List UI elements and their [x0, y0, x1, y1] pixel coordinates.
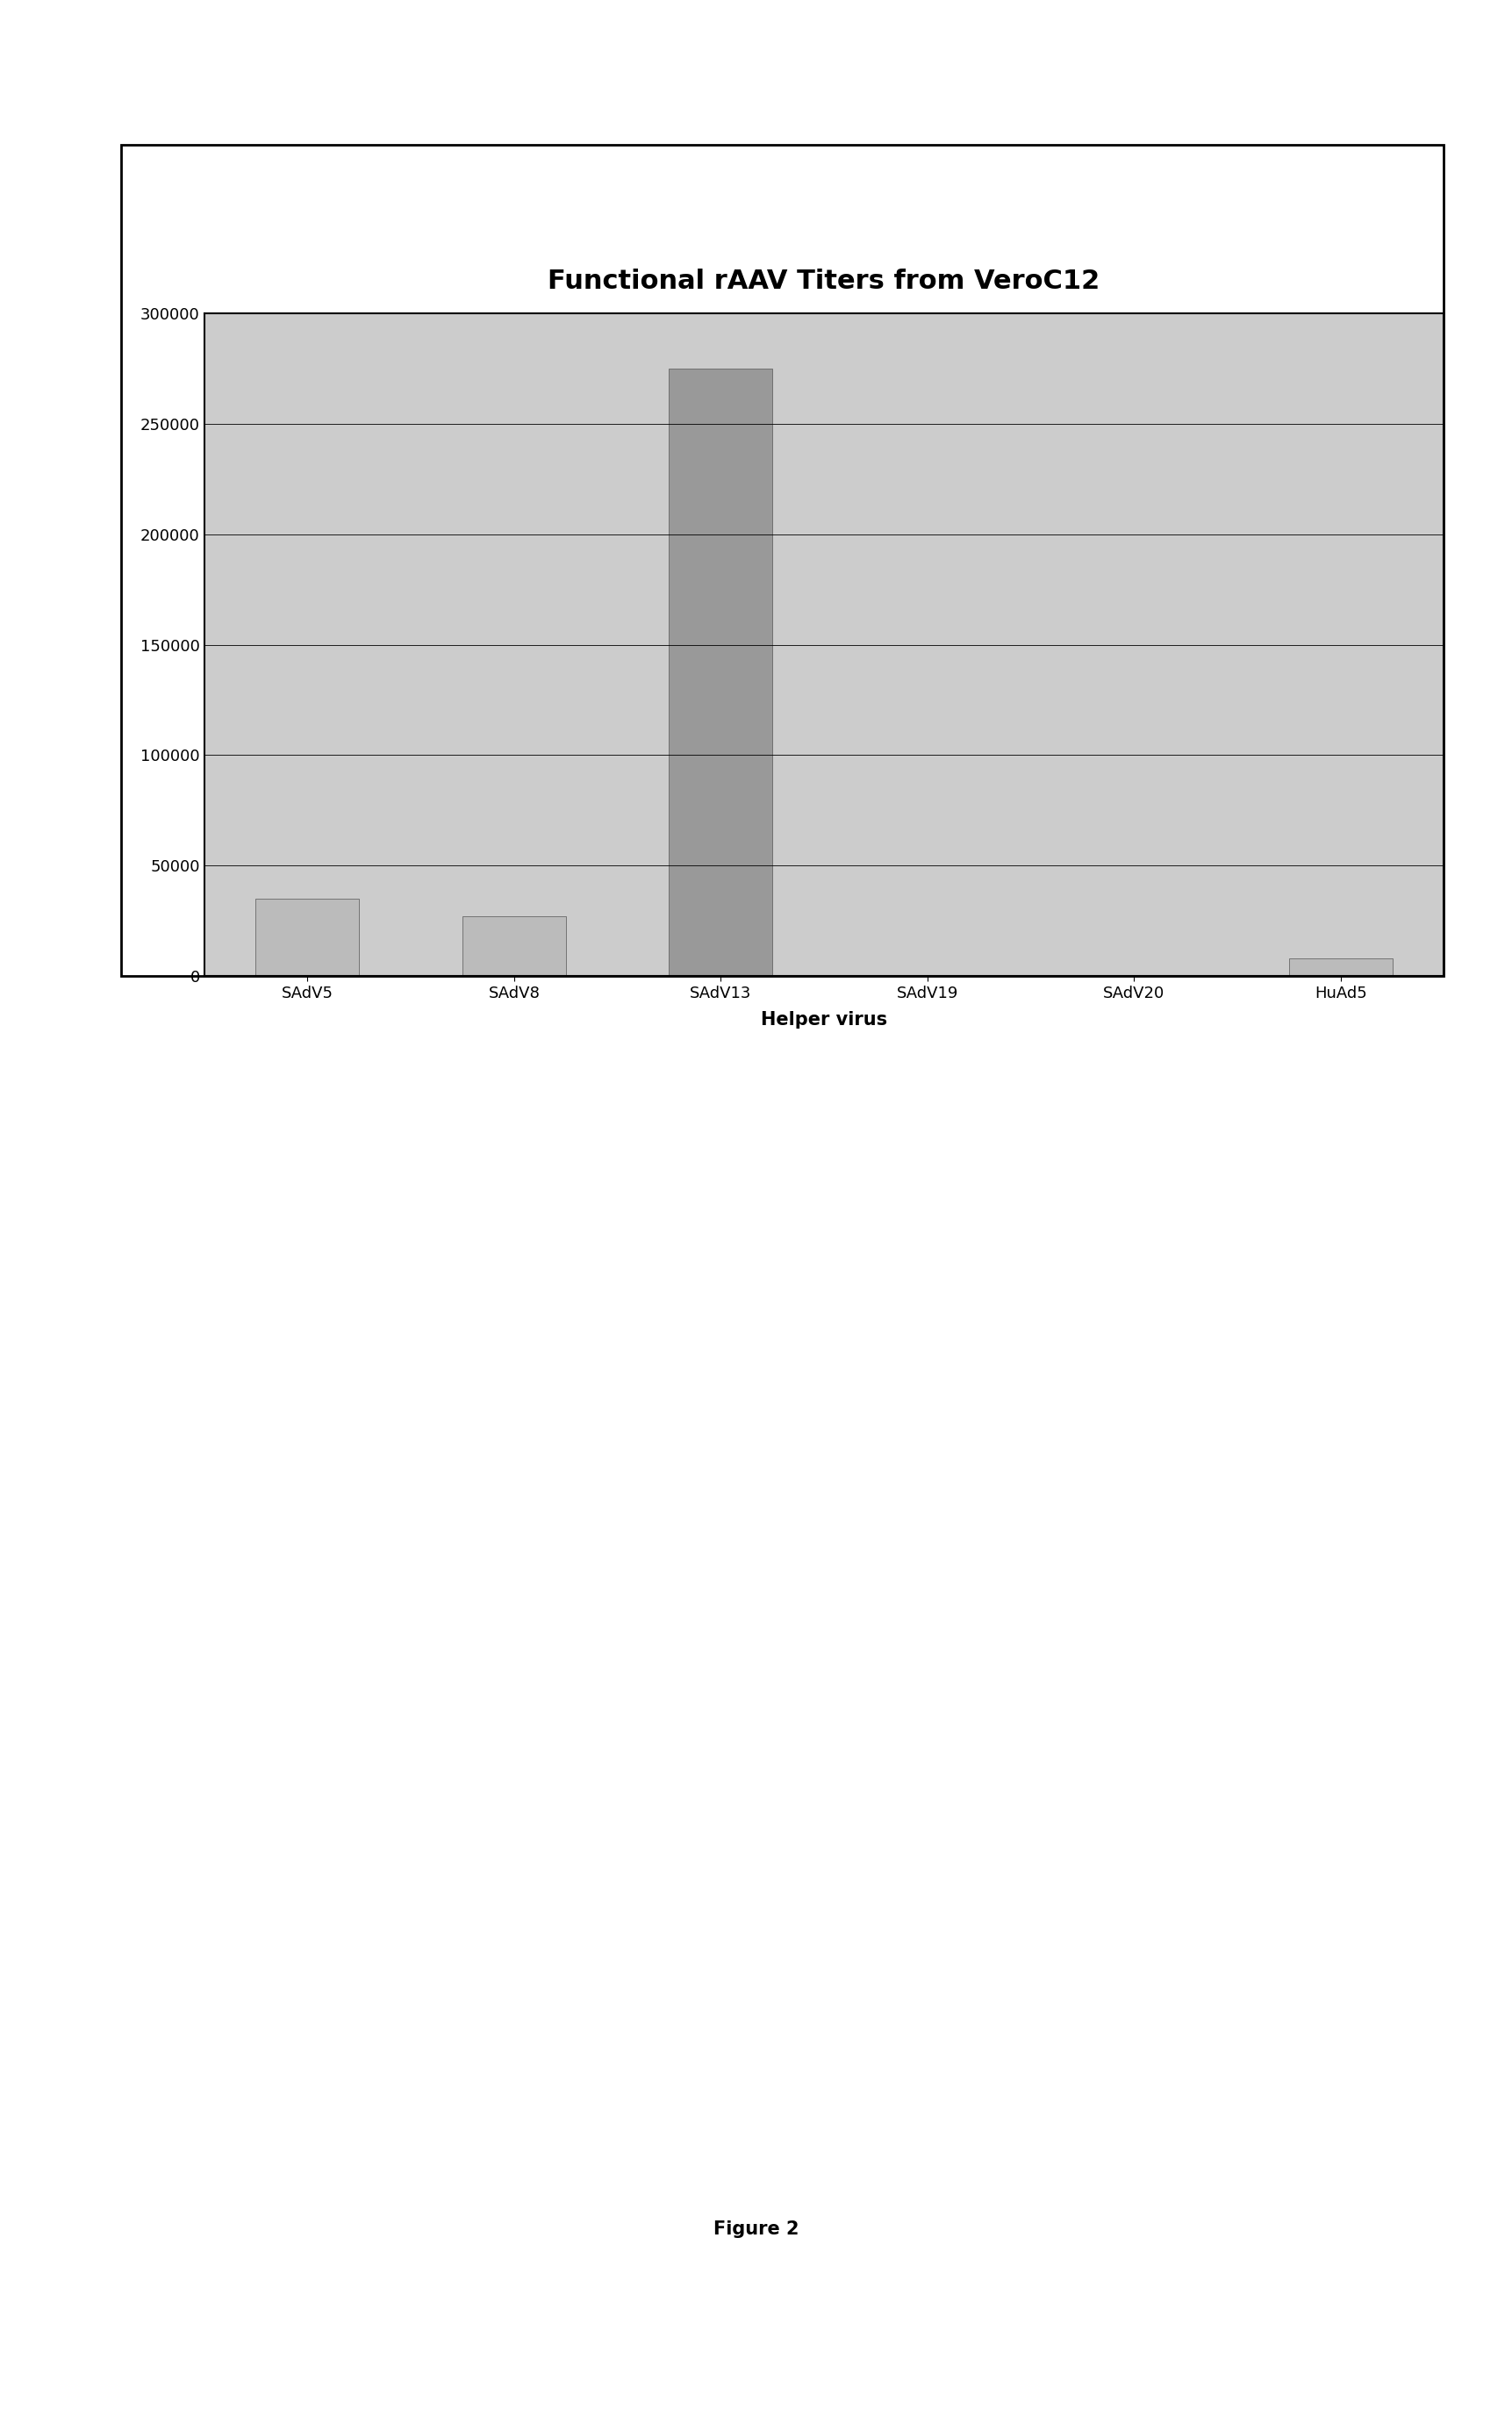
- Bar: [1288, 959, 1393, 976]
- Bar: [463, 916, 565, 976]
- X-axis label: Helper virus: Helper virus: [761, 1010, 888, 1029]
- Bar: [668, 369, 773, 976]
- Bar: [256, 899, 360, 976]
- Text: Figure 2: Figure 2: [714, 2220, 798, 2239]
- Title: Functional rAAV Titers from VeroC12: Functional rAAV Titers from VeroC12: [547, 270, 1101, 294]
